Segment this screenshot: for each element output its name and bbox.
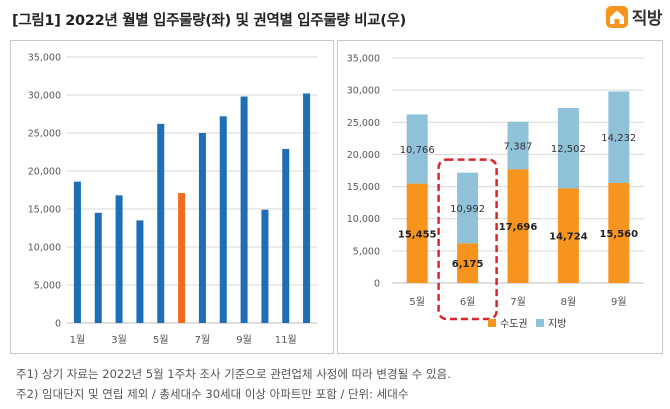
chart-title: [그림1] 2022년 월별 입주물량(좌) 및 권역별 입주물량 비교(우) xyxy=(12,13,406,29)
data-label: 12,502 xyxy=(551,144,586,155)
regional-chart-panel: 0 5,000 10,000 15,000 20,000 25,000 30,000 35,0… xyxy=(337,40,663,354)
y-tick-label: 20,000 xyxy=(28,167,61,178)
bar-segment-수도권-9월 xyxy=(608,182,630,283)
bar-segment-지방-8월 xyxy=(557,107,579,189)
bar-4월 xyxy=(136,220,144,323)
footnote-1: 주1) 상기 자료는 2022년 5월 1주차 조사 기준으로 관련업체 사정에… xyxy=(16,367,451,381)
data-label: 14,232 xyxy=(601,133,636,144)
data-label: 10,992 xyxy=(450,204,485,215)
monthly-bar-chart: 0 5,000 10,000 15,000 20,000 25,000 30,000 35,0… xyxy=(28,53,317,346)
data-label: 15,455 xyxy=(398,229,437,240)
x-tick-label: 7월 xyxy=(195,334,211,346)
bar-3월 xyxy=(115,195,123,323)
bar-2월 xyxy=(94,212,102,323)
x-tick-label: 1월 xyxy=(70,334,86,346)
y-tick-label: 15,000 xyxy=(28,205,61,216)
data-label: 10,766 xyxy=(400,145,435,156)
x-tick-label: 6월 xyxy=(460,296,476,308)
highlight-box xyxy=(437,158,498,321)
x-tick-label: 5월 xyxy=(153,334,169,346)
y-tick-label: 30,000 xyxy=(28,91,61,102)
bar-segment-수도권-8월 xyxy=(557,188,579,283)
bar-segment-지방-7월 xyxy=(507,121,529,170)
data-label: 14,724 xyxy=(549,232,588,243)
y-tick-label: 35,000 xyxy=(28,53,61,64)
legend-label: 수도권 xyxy=(500,318,528,330)
y-tick-label: 30,000 xyxy=(347,86,380,97)
x-tick-label: 8월 xyxy=(561,296,577,308)
bar-11월 xyxy=(282,148,290,323)
bar-segment-수도권-6월 xyxy=(457,243,479,283)
legend-swatch xyxy=(536,319,544,327)
x-tick-label: 5월 xyxy=(409,296,425,308)
bar-segment-지방-9월 xyxy=(608,91,630,183)
bar-segment-수도권-5월 xyxy=(406,183,428,283)
x-tick-label: 9월 xyxy=(236,334,252,346)
footnote-2: 주2) 임대단지 및 연립 제외 / 총세대수 30세대 이상 아파트만 포함 … xyxy=(16,387,409,401)
bar-10월 xyxy=(261,209,269,323)
data-label: 7,387 xyxy=(504,141,533,152)
x-tick-label: 11월 xyxy=(275,334,297,346)
y-tick-label: 15,000 xyxy=(347,182,380,193)
regional-stacked-bar-chart: 0 5,000 10,000 15,000 20,000 25,000 30,000 35,0… xyxy=(347,54,644,330)
legend-label: 지방 xyxy=(548,318,566,330)
monthly-chart-panel: 0 5,000 10,000 15,000 20,000 25,000 30,000 35,0… xyxy=(10,40,334,354)
y-tick-label: 25,000 xyxy=(28,129,61,140)
y-tick-label: 0 xyxy=(55,319,61,330)
bar-segment-지방-5월 xyxy=(406,114,428,184)
y-tick-label: 5,000 xyxy=(34,281,61,292)
bar-7월 xyxy=(198,133,206,323)
y-tick-label: 25,000 xyxy=(347,118,380,129)
bar-8월 xyxy=(219,116,227,323)
house-icon xyxy=(605,5,628,28)
legend-swatch xyxy=(488,319,496,327)
data-label: 15,560 xyxy=(600,229,639,240)
bar-9월 xyxy=(240,96,248,323)
bar-1월 xyxy=(73,181,81,323)
bar-segment-지방-6월 xyxy=(457,172,479,244)
y-tick-label: 5,000 xyxy=(353,246,380,257)
y-tick-label: 35,000 xyxy=(347,54,380,65)
data-label: 6,175 xyxy=(452,259,484,270)
y-tick-label: 10,000 xyxy=(347,214,380,225)
bar-5월 xyxy=(157,123,165,323)
x-tick-label: 3월 xyxy=(111,334,127,346)
x-tick-label: 7월 xyxy=(510,296,526,308)
y-tick-label: 20,000 xyxy=(347,150,380,161)
x-tick-label: 9월 xyxy=(611,296,627,308)
zigbang-logo: 직방 xyxy=(605,4,663,29)
bar-6월 xyxy=(178,193,186,323)
logo-text: 직방 xyxy=(631,9,663,29)
data-label: 17,696 xyxy=(499,222,538,233)
y-tick-label: 0 xyxy=(374,279,380,290)
y-tick-label: 10,000 xyxy=(28,243,61,254)
bar-12월 xyxy=(303,93,311,323)
bar-segment-수도권-7월 xyxy=(507,169,529,283)
